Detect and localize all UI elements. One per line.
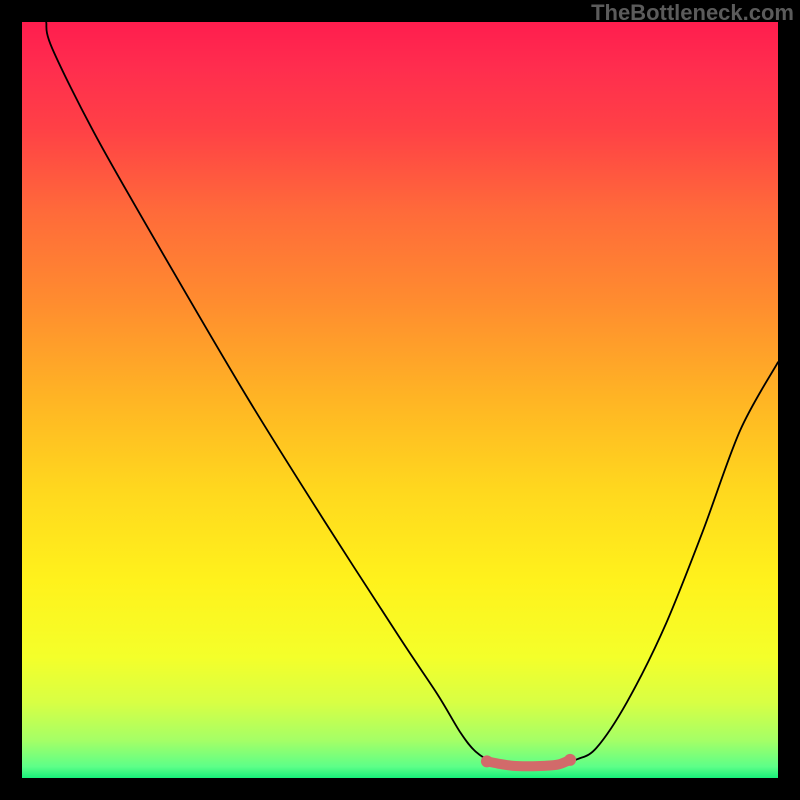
optimal-range-start-dot — [481, 755, 493, 767]
frame-border-right — [778, 0, 800, 800]
frame-border-left — [0, 0, 22, 800]
frame-border-bottom — [0, 778, 800, 800]
bottleneck-plot — [0, 0, 800, 800]
watermark-text: TheBottleneck.com — [591, 0, 794, 26]
gradient-background — [22, 22, 778, 778]
chart-frame: TheBottleneck.com — [0, 0, 800, 800]
optimal-range-end-dot — [564, 754, 576, 766]
